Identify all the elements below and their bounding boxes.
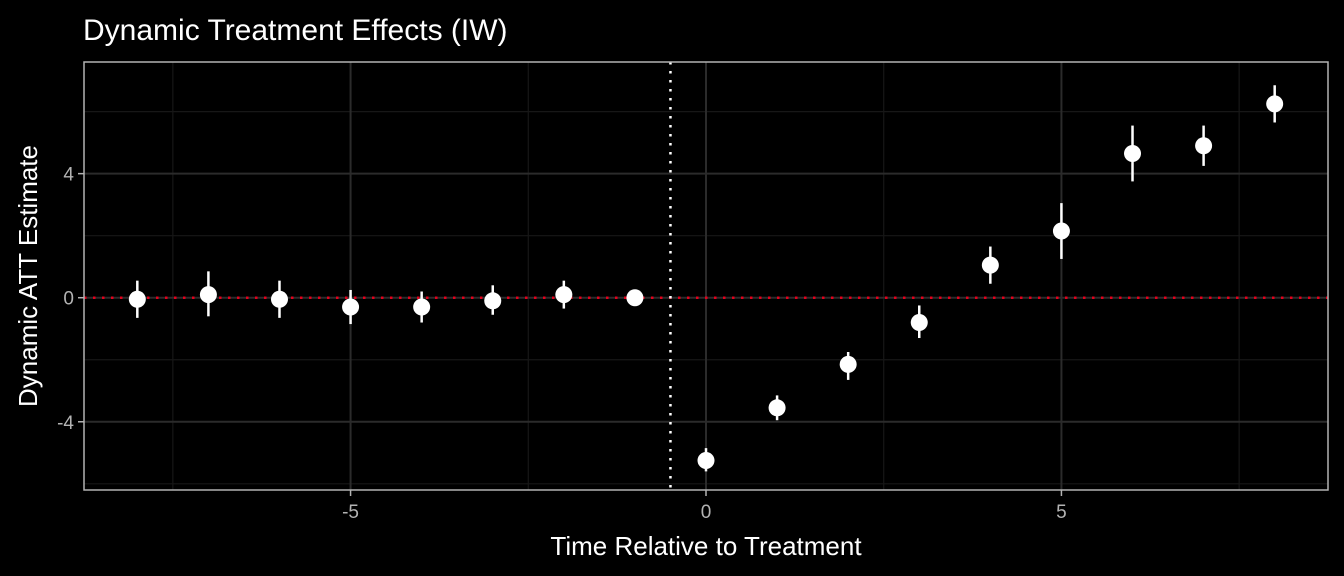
data-point [1266,95,1284,113]
data-point [1052,222,1070,240]
data-point [910,314,928,332]
y-tick-label: 0 [63,289,74,310]
data-point [342,298,360,316]
data-point [555,286,573,304]
data-point [413,298,431,316]
data-point [626,289,644,307]
data-point [839,355,857,373]
chart-title: Dynamic Treatment Effects (IW) [83,14,508,47]
grid-lines [84,62,1328,490]
x-tick-label: 0 [701,502,712,523]
data-point [128,290,146,308]
data-point [199,286,217,304]
x-axis-title: Time Relative to Treatment [550,531,862,561]
data-point [1195,137,1213,155]
reference-lines [84,62,1328,490]
x-tick-label: -5 [342,502,359,523]
y-tick-label: -4 [57,413,74,434]
data-point [270,290,288,308]
x-tick-label: 5 [1056,502,1067,523]
data-point [768,399,786,417]
data-point [484,292,502,310]
axis-ticks: -5 0 5 -4 0 4 [57,165,1067,523]
data-point [1124,144,1142,162]
y-tick-label: 4 [63,165,74,186]
data-points [128,85,1284,472]
y-axis-title: Dynamic ATT Estimate [13,145,43,407]
data-point [981,256,999,274]
data-point [697,452,715,470]
